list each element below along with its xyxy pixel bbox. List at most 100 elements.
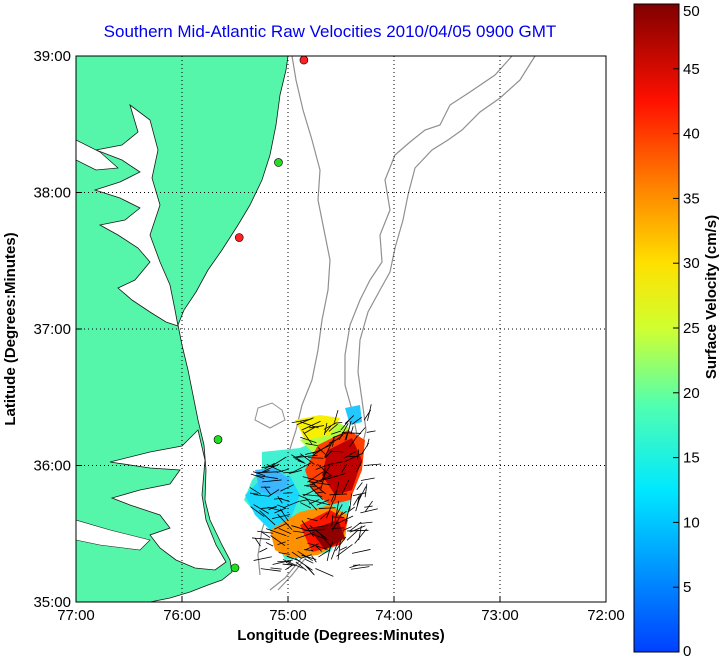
velocity-vector (291, 418, 312, 424)
station-marker (230, 563, 240, 573)
velocity-vector (360, 477, 375, 481)
velocity-vector (326, 544, 332, 561)
velocity-vector (309, 499, 331, 506)
velocity-vector (302, 476, 323, 483)
velocity-vector (265, 542, 274, 547)
velocity-vector (345, 420, 352, 441)
colorbar-tick-label: 30 (683, 255, 700, 272)
velocity-vector (326, 500, 334, 519)
velocity-vector (334, 515, 354, 526)
velocity-vector (304, 558, 314, 564)
velocity-vector (276, 468, 290, 473)
velocity-vector (318, 507, 336, 509)
velocity-vector (305, 443, 318, 446)
velocity-vector (354, 528, 367, 544)
velocity-vector (344, 452, 364, 463)
colorbar-tick-label: 45 (683, 61, 700, 78)
velocity-vector (308, 457, 324, 459)
velocity-vector (302, 431, 313, 445)
velocity-vector (259, 510, 276, 526)
velocity-vector (272, 456, 287, 466)
bathymetry-contour-bump (254, 402, 286, 429)
velocity-vector (264, 486, 272, 496)
velocity-vector (253, 504, 270, 514)
velocity-vector (334, 410, 339, 423)
velocity-vector (294, 458, 305, 463)
velocity-vector (250, 473, 265, 480)
velocity-vector (323, 422, 336, 430)
velocity-vector (277, 496, 283, 504)
colorbar-tick-label: 0 (683, 643, 691, 659)
velocity-vector (252, 471, 266, 477)
y-axis: 35:00 36:00 37:00 38:00 39:00 (33, 48, 82, 611)
velocity-vector (324, 450, 333, 459)
velocity-vector (288, 469, 303, 475)
velocity-vector (267, 463, 280, 470)
velocity-vector (332, 436, 335, 447)
velocity-vector (358, 486, 367, 500)
velocity-vector (339, 546, 348, 551)
x-tick-label: 77:00 (57, 607, 95, 624)
velocity-vector (262, 479, 282, 483)
velocity-vector (329, 493, 347, 496)
y-tick-label: 37:00 (33, 321, 71, 338)
velocity-vector (260, 568, 281, 572)
map-title: Southern Mid-Atlantic Raw Velocities 201… (103, 22, 557, 41)
velocity-vector (254, 537, 261, 547)
velocity-vector (250, 506, 265, 517)
velocity-vector (267, 506, 283, 512)
velocity-vector (316, 499, 330, 506)
velocity-vector (303, 426, 317, 434)
velocity-vector (296, 454, 318, 458)
velocity-vector (334, 500, 340, 522)
velocity-vector (349, 493, 352, 511)
velocity-vector (311, 555, 317, 563)
station-marker (213, 435, 223, 444)
velocity-vector (291, 525, 311, 532)
velocity-vector (285, 564, 293, 571)
velocity-vector (271, 514, 291, 520)
velocity-vector (349, 435, 359, 447)
river-cut (76, 519, 151, 551)
velocity-vector (277, 513, 293, 531)
velocity-vector (367, 404, 372, 421)
velocity-vector (315, 462, 334, 470)
x-tick-label: 75:00 (269, 607, 307, 624)
x-axis-label: Longitude (Degrees:Minutes) (237, 627, 445, 644)
colorbar-tick-label: 20 (683, 385, 700, 402)
velocity-vector (334, 481, 340, 501)
colorbar-tick-label: 35 (683, 190, 700, 207)
velocity-vector (295, 558, 313, 571)
velocity-vector (295, 532, 315, 539)
velocity-vector (257, 530, 273, 534)
velocity-vector (351, 549, 371, 554)
velocity-vector (343, 451, 357, 459)
velocity-vector (313, 474, 333, 484)
velocity-vector (331, 430, 342, 435)
velocity-vector (357, 427, 366, 436)
velocity-vector (256, 474, 278, 479)
velocity-vector (364, 483, 368, 498)
velocity-vector (268, 505, 277, 511)
velocity-vector (283, 492, 293, 494)
velocity-vector (322, 467, 326, 478)
colorbar-tick-label: 25 (683, 320, 700, 337)
velocity-vector (332, 432, 348, 438)
x-tick-label: 76:00 (163, 607, 201, 624)
velocity-vector (364, 505, 373, 508)
colorbar-tick-label: 15 (683, 450, 700, 467)
x-tick-label: 74:00 (375, 607, 413, 624)
velocity-vector (291, 551, 302, 559)
velocity-vector (353, 496, 360, 506)
velocity-field (244, 405, 365, 560)
velocity-vector (285, 561, 296, 567)
velocity-vector (330, 450, 344, 453)
velocity-vector (292, 462, 312, 473)
velocity-vector (317, 464, 332, 477)
velocity-vector (299, 498, 310, 502)
velocity-vector (331, 514, 334, 527)
velocity-vector (301, 554, 312, 559)
velocity-vector (366, 430, 376, 433)
velocity-vector (344, 415, 355, 424)
